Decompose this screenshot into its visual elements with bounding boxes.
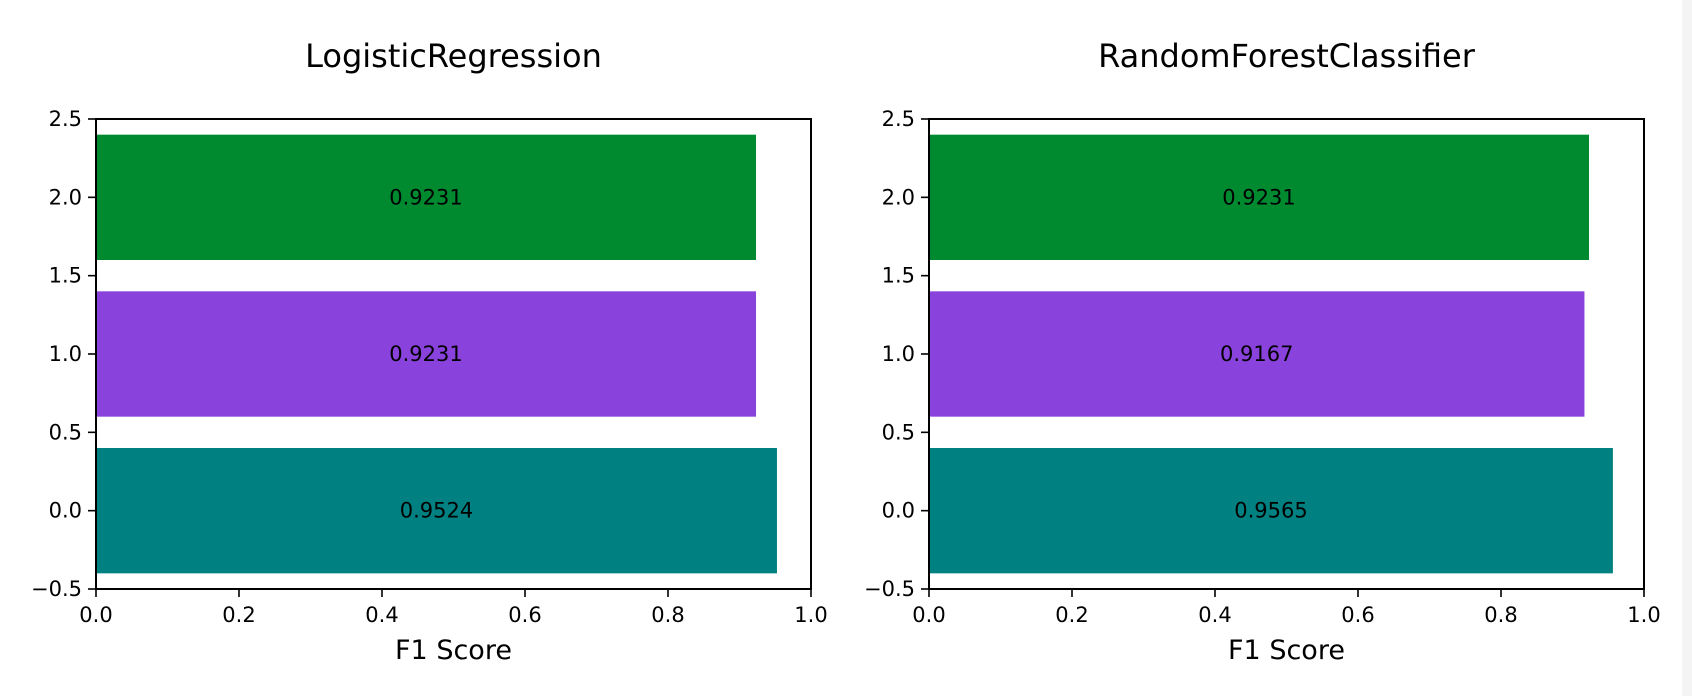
y-tick-label: 0.5 xyxy=(882,420,915,444)
chart-panel: 0.0 0.2 0.4 0.6 0.8 1.0−0.50.00.51.01.52.02.5… xyxy=(864,37,1661,666)
x-tick-label: 1.0 xyxy=(1627,603,1660,627)
bar-value-label: 0.9524 xyxy=(400,499,473,523)
y-tick-label: 2.0 xyxy=(882,185,915,209)
bar xyxy=(929,134,1590,260)
bar-value-label: 0.9231 xyxy=(389,342,462,366)
y-tick-label: 2.5 xyxy=(49,107,82,131)
x-tick-label: 0.6 xyxy=(508,603,541,627)
chart-title: LogisticRegression xyxy=(305,37,602,75)
right-edge-strip xyxy=(1682,0,1692,696)
x-axis-label: F1 Score xyxy=(395,635,512,666)
y-tick-label: −0.5 xyxy=(31,577,82,601)
chart-panel: 0.0 0.2 0.4 0.6 0.8 1.0−0.50.00.51.01.52.02.5… xyxy=(31,37,828,666)
x-tick-label: 0.2 xyxy=(222,603,255,627)
x-tick-label: 0.0 xyxy=(912,603,945,627)
x-tick-label: 0.6 xyxy=(1341,603,1374,627)
y-tick-label: 2.5 xyxy=(882,107,915,131)
y-tick-label: 1.5 xyxy=(882,264,915,288)
chart-title: RandomForestClassifier xyxy=(1098,37,1476,75)
x-tick-label: 0.4 xyxy=(365,603,398,627)
y-tick-label: 0.0 xyxy=(49,499,82,523)
bar xyxy=(929,448,1613,574)
x-tick-label: 0.8 xyxy=(1484,603,1517,627)
x-tick-label: 1.0 xyxy=(794,603,827,627)
y-tick-label: 1.0 xyxy=(882,342,915,366)
y-tick-label: −0.5 xyxy=(864,577,915,601)
y-tick-label: 0.5 xyxy=(49,420,82,444)
x-tick-label: 0.0 xyxy=(79,603,112,627)
bar-value-label: 0.9231 xyxy=(1222,185,1295,209)
bar-value-label: 0.9167 xyxy=(1220,342,1293,366)
bar-value-label: 0.9231 xyxy=(389,185,462,209)
y-tick-label: 1.0 xyxy=(49,342,82,366)
y-tick-label: 1.5 xyxy=(49,264,82,288)
bar xyxy=(96,134,757,260)
bar xyxy=(96,291,757,417)
bar-value-label: 0.9565 xyxy=(1234,499,1307,523)
x-tick-label: 0.2 xyxy=(1055,603,1088,627)
bar xyxy=(96,448,777,574)
x-tick-label: 0.8 xyxy=(651,603,684,627)
x-tick-label: 0.4 xyxy=(1198,603,1231,627)
y-tick-label: 2.0 xyxy=(49,185,82,209)
y-tick-label: 0.0 xyxy=(882,499,915,523)
x-axis-label: F1 Score xyxy=(1228,635,1345,666)
bar xyxy=(929,291,1585,417)
